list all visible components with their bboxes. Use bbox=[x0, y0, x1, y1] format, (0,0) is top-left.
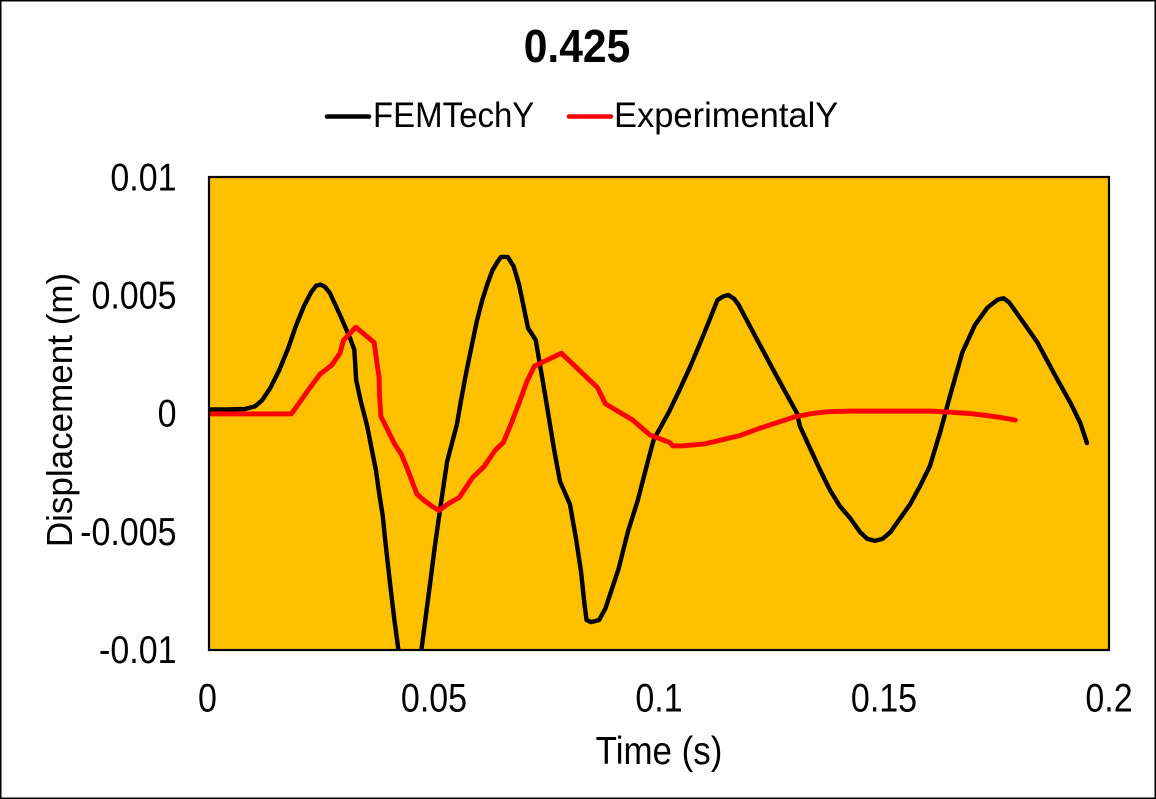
svg-text:0.05: 0.05 bbox=[401, 675, 467, 720]
svg-text:0.425: 0.425 bbox=[524, 21, 631, 72]
svg-text:0: 0 bbox=[158, 391, 177, 435]
svg-text:ExperimentalY: ExperimentalY bbox=[614, 97, 838, 135]
svg-text:Time (s): Time (s) bbox=[596, 729, 723, 772]
svg-text:-0.01: -0.01 bbox=[99, 628, 176, 672]
svg-text:Displacement (m): Displacement (m) bbox=[41, 273, 80, 547]
svg-text:0.2: 0.2 bbox=[1085, 675, 1132, 720]
svg-text:0.1: 0.1 bbox=[635, 675, 682, 720]
svg-text:FEMTechY: FEMTechY bbox=[373, 96, 534, 135]
svg-text:0: 0 bbox=[198, 675, 217, 720]
svg-text:0.005: 0.005 bbox=[91, 273, 176, 317]
svg-text:0.15: 0.15 bbox=[851, 675, 917, 720]
svg-text:0.01: 0.01 bbox=[110, 155, 176, 199]
svg-text:-0.005: -0.005 bbox=[80, 510, 176, 554]
